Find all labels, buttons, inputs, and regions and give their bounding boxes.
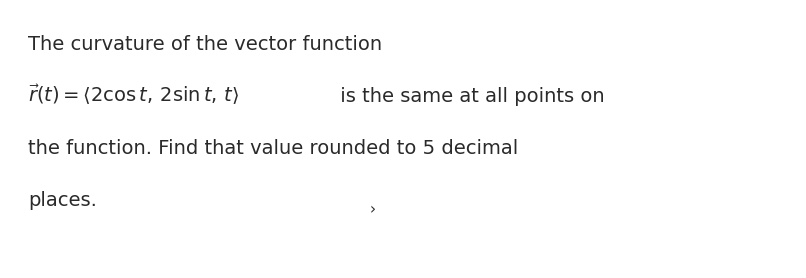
Text: $\vec{r}(t) = \langle 2\cos t,\, 2\sin t,\, t\rangle$: $\vec{r}(t) = \langle 2\cos t,\, 2\sin t… bbox=[28, 83, 239, 107]
Text: places.: places. bbox=[28, 191, 97, 210]
Text: the function. Find that value rounded to 5 decimal: the function. Find that value rounded to… bbox=[28, 139, 518, 158]
Text: is the same at all points on: is the same at all points on bbox=[334, 87, 604, 106]
Text: ›: › bbox=[370, 202, 376, 217]
Text: The curvature of the vector function: The curvature of the vector function bbox=[28, 35, 382, 54]
